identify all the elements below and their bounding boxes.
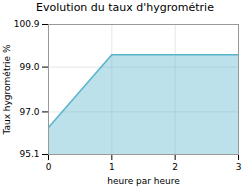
svg-text:99.0: 99.0	[19, 62, 39, 72]
svg-text:Taux hygrométrie %: Taux hygrométrie %	[2, 44, 12, 136]
svg-text:97.0: 97.0	[19, 107, 39, 117]
html-text:Evolution du taux d'hygrométri: Evolution du taux d'hygrométrie	[36, 1, 214, 14]
svg-text:heure par heure: heure par heure	[107, 176, 180, 186]
svg-text:100.9: 100.9	[14, 19, 40, 29]
svg-text:2: 2	[172, 162, 178, 172]
svg-text:3: 3	[236, 162, 242, 172]
svg-text:0: 0	[46, 162, 52, 172]
svg-text:1: 1	[109, 162, 115, 172]
svg-text:95.1: 95.1	[19, 149, 39, 159]
